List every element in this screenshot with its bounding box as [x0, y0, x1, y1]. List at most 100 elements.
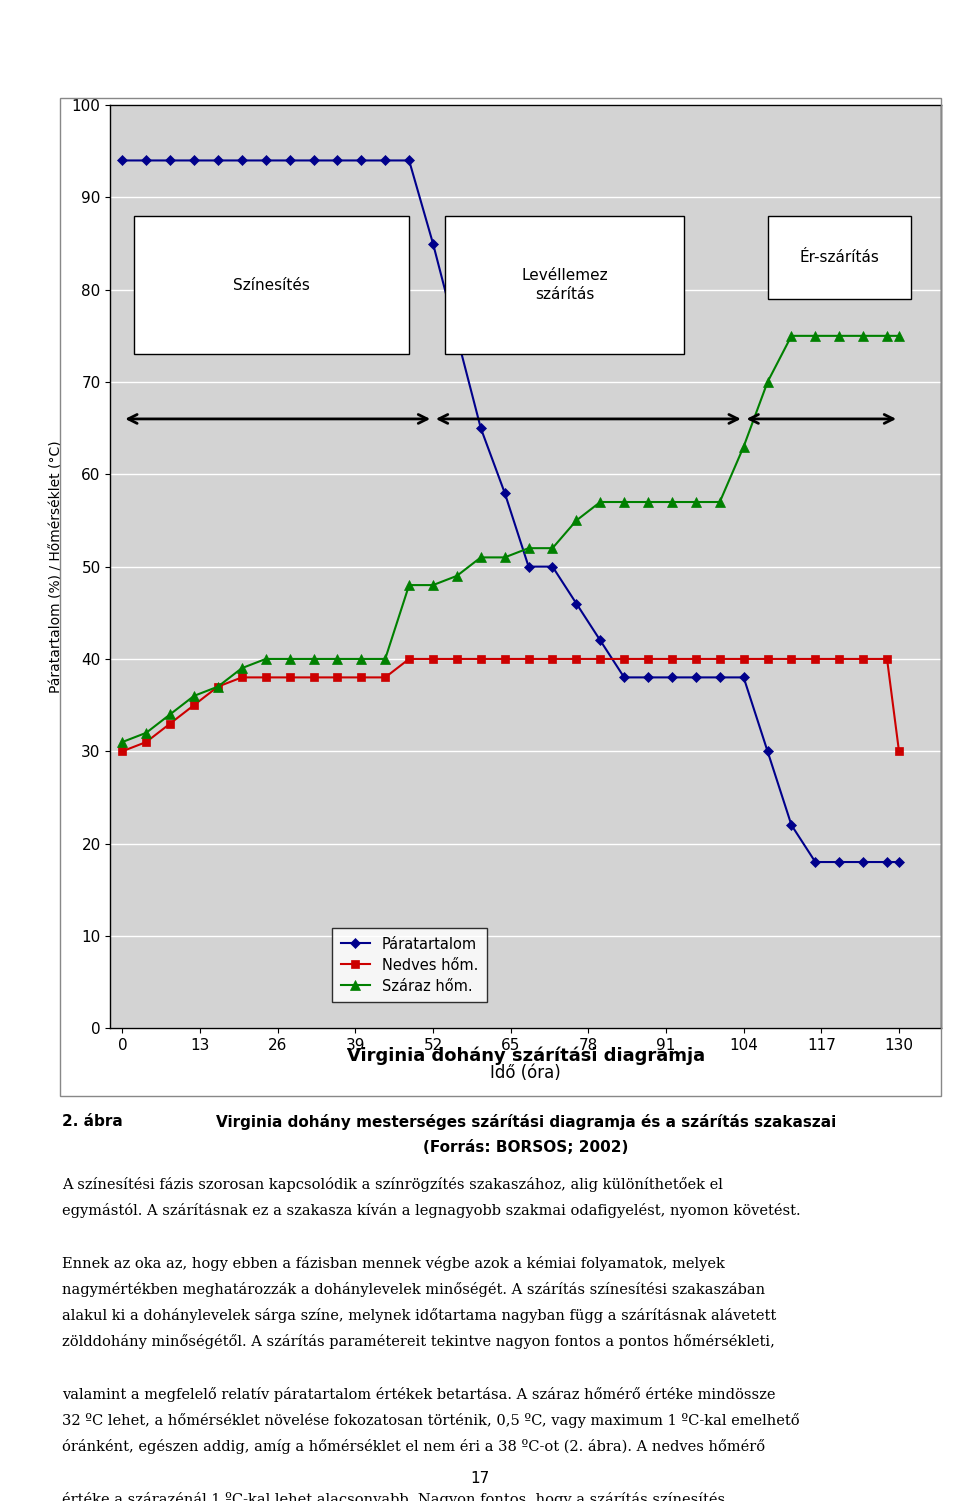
Text: Virginia dohány szárítási diagramja: Virginia dohány szárítási diagramja [347, 1046, 706, 1064]
Száraz hőm. [881, 327, 893, 345]
Száraz hőm. [164, 705, 176, 723]
Nedves hőm. [260, 668, 272, 686]
Száraz hőm. [355, 650, 367, 668]
Száraz hőm. [809, 327, 821, 345]
Száraz hőm. [260, 650, 272, 668]
Száraz hőm. [523, 539, 535, 557]
Páratartalom [809, 853, 821, 871]
Száraz hőm. [140, 723, 152, 741]
Páratartalom [308, 152, 320, 170]
Nedves hőm. [140, 732, 152, 750]
Nedves hőm. [762, 650, 774, 668]
Text: Ér-szárítás: Ér-szárítás [800, 249, 879, 264]
Line: Páratartalom: Páratartalom [119, 158, 902, 866]
Páratartalom [475, 419, 487, 437]
Bar [444, 216, 684, 354]
Páratartalom [857, 853, 869, 871]
Páratartalom [893, 853, 904, 871]
Száraz hőm. [379, 650, 391, 668]
Nedves hőm. [738, 650, 750, 668]
Text: 17: 17 [470, 1471, 490, 1486]
Páratartalom [642, 668, 654, 686]
Száraz hőm. [785, 327, 797, 345]
Száraz hőm. [893, 327, 904, 345]
Text: zölddohány minőségétől. A szárítás paramétereit tekintve nagyon fontos a pontos : zölddohány minőségétől. A szárítás param… [62, 1334, 776, 1349]
Nedves hőm. [236, 668, 248, 686]
Páratartalom [403, 152, 415, 170]
Száraz hőm. [547, 539, 559, 557]
Nedves hőm. [690, 650, 702, 668]
Páratartalom [236, 152, 248, 170]
Text: egymástól. A szárításnak ez a szakasza kíván a legnagyobb szakmai odafigyelést, : egymástól. A szárításnak ez a szakasza k… [62, 1204, 801, 1217]
Száraz hőm. [499, 548, 511, 566]
Nedves hőm. [355, 668, 367, 686]
Text: (Forrás: BORSOS; 2002): (Forrás: BORSOS; 2002) [423, 1141, 629, 1154]
Text: 32 ºC lehet, a hőmérséklet növelése fokozatosan történik, 0,5 ºC, vagy maximum 1: 32 ºC lehet, a hőmérséklet növelése foko… [62, 1414, 800, 1427]
Páratartalom [690, 668, 702, 686]
Száraz hőm. [857, 327, 869, 345]
Páratartalom [116, 152, 128, 170]
Nedves hőm. [331, 668, 343, 686]
Száraz hőm. [308, 650, 320, 668]
Páratartalom [451, 327, 463, 345]
Nedves hőm. [499, 650, 511, 668]
Nedves hőm. [594, 650, 606, 668]
Páratartalom [379, 152, 391, 170]
Páratartalom [499, 483, 511, 501]
Száraz hőm. [284, 650, 296, 668]
Nedves hőm. [308, 668, 320, 686]
Legend: Páratartalom, Nedves hőm., Száraz hőm.: Páratartalom, Nedves hőm., Száraz hőm. [332, 928, 487, 1003]
X-axis label: Idő (óra): Idő (óra) [491, 1064, 561, 1082]
Páratartalom [355, 152, 367, 170]
Y-axis label: Páratartalom (%) / Hőmérséklet (°C): Páratartalom (%) / Hőmérséklet (°C) [50, 440, 63, 693]
Bar [768, 216, 911, 299]
Száraz hőm. [690, 492, 702, 510]
Nedves hőm. [642, 650, 654, 668]
Páratartalom [427, 234, 439, 252]
Páratartalom [570, 594, 582, 612]
Line: Nedves hőm.: Nedves hőm. [118, 654, 902, 755]
Nedves hőm. [881, 650, 893, 668]
Száraz hőm. [427, 576, 439, 594]
Line: Száraz hőm.: Száraz hőm. [117, 332, 904, 747]
Nedves hőm. [785, 650, 797, 668]
Száraz hőm. [618, 492, 630, 510]
Páratartalom [666, 668, 678, 686]
Nedves hőm. [403, 650, 415, 668]
Száraz hőm. [594, 492, 606, 510]
Nedves hőm. [164, 714, 176, 732]
Nedves hőm. [427, 650, 439, 668]
Nedves hőm. [618, 650, 630, 668]
Nedves hőm. [188, 696, 200, 714]
Száraz hőm. [762, 374, 774, 392]
Nedves hőm. [379, 668, 391, 686]
Száraz hőm. [236, 659, 248, 677]
Száraz hőm. [714, 492, 726, 510]
Száraz hőm. [188, 687, 200, 705]
Nedves hőm. [547, 650, 559, 668]
Nedves hőm. [893, 743, 904, 761]
Száraz hőm. [403, 576, 415, 594]
Text: Virginia dohány mesterséges szárítási diagramja és a szárítás szakaszai: Virginia dohány mesterséges szárítási di… [216, 1114, 836, 1130]
Páratartalom [881, 853, 893, 871]
Páratartalom [833, 853, 845, 871]
Text: Ennek az oka az, hogy ebben a fázisban mennek végbe azok a kémiai folyamatok, me: Ennek az oka az, hogy ebben a fázisban m… [62, 1255, 725, 1270]
Páratartalom [140, 152, 152, 170]
Nedves hőm. [212, 677, 224, 695]
Nedves hőm. [284, 668, 296, 686]
Páratartalom [284, 152, 296, 170]
Páratartalom [331, 152, 343, 170]
Text: Színesítés: Színesítés [233, 278, 310, 293]
Nedves hőm. [475, 650, 487, 668]
Nedves hőm. [666, 650, 678, 668]
Páratartalom [738, 668, 750, 686]
Nedves hőm. [523, 650, 535, 668]
Száraz hőm. [642, 492, 654, 510]
Text: A színesítési fázis szorosan kapcsolódik a színrögzítés szakaszához, alig különí: A színesítési fázis szorosan kapcsolódik… [62, 1177, 723, 1192]
Text: értéke a szárazénál 1 ºC-kal lehet alacsonyabb. Nagyon fontos, hogy a szárítás s: értéke a szárazénál 1 ºC-kal lehet alacs… [62, 1492, 726, 1501]
Páratartalom [618, 668, 630, 686]
Text: óránként, egészen addig, amíg a hőmérséklet el nem éri a 38 ºC-ot (2. ábra). A n: óránként, egészen addig, amíg a hőmérsék… [62, 1439, 765, 1454]
Páratartalom [762, 743, 774, 761]
Text: valamint a megfelelő relatív páratartalom értékek betartása. A száraz hőmérő ért: valamint a megfelelő relatív páratartalo… [62, 1387, 776, 1402]
Páratartalom [785, 817, 797, 835]
